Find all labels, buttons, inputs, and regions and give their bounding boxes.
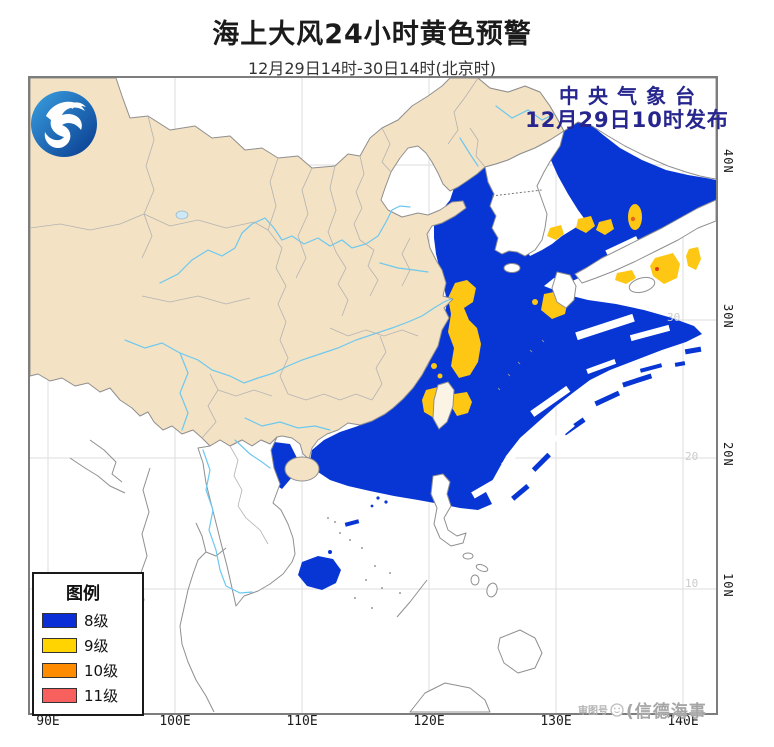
luzon-island [430,473,467,547]
taiwan-island [432,381,455,430]
rivers [124,105,555,594]
legend: 图例 8级 9级 10级 11级 [32,572,144,716]
header: 海上大风24小时黄色预警 12月29日14时-30日14时(北京时) [0,0,744,79]
legend-item-force8: 8级 [42,608,142,633]
watermark: 审图号 (信德海事 [578,697,707,722]
page-subtitle: 12月29日14时-30日14时(北京时) [247,59,497,78]
honshu-island [574,199,717,284]
inner-label-20: 20 [685,450,698,463]
legend-swatch-force8 [42,613,77,628]
russia-land [477,77,717,180]
legend-label-force8: 8级 [84,612,109,630]
survey-number-label: 审图号 [578,706,608,717]
legend-label-force9: 9级 [84,637,109,655]
shikoku-island [628,276,656,294]
gulf-coastline [195,522,207,553]
legend-title: 图例 [66,584,100,604]
scs-islets [327,517,401,609]
legend-item-force9: 9级 [42,633,142,658]
force11-dot [655,267,659,271]
kyushu-island [551,271,577,309]
xtick-140e: 140E [667,714,699,729]
ryukyu-islands [497,339,545,391]
province-borders [29,77,486,439]
korea-peninsula [484,130,565,257]
legend-swatch-force10 [42,663,77,678]
palawan-island [396,579,428,618]
issuer-agency: 中央气象台 [559,84,704,108]
legend-item-force11: 11级 [42,683,142,708]
legend-swatch-force11 [42,688,77,703]
ytick-20n: 20N [721,442,735,467]
qinghai-lake [175,210,189,220]
mindanao-island [497,629,543,674]
xtick-90e: 90E [36,714,60,729]
xtick-100e: 100E [159,714,191,729]
bengal-coastline [69,439,126,494]
borneo-coast [409,682,491,713]
xtick-120e: 120E [413,714,445,729]
issuer-time: 12月29日10时发布 [525,108,729,132]
legend-item-force10: 10级 [42,658,142,683]
watermark-brand: (信德海事 [626,702,707,722]
xtick-130e: 130E [540,714,572,729]
inner-label-30: 30 [667,311,680,324]
ytick-30n: 30N [721,304,735,329]
ytick-40n: 40N [721,149,735,174]
laos-border [229,445,269,545]
dmz-line [491,189,543,197]
issuer-block: 中央气象台 12月29日10时发布 [492,84,762,133]
inner-label-10: 10 [685,577,698,590]
legend-label-force10: 10级 [84,662,119,680]
hainan-island [284,456,320,482]
ytick-10n: 10N [721,573,735,598]
legend-swatch-force9 [42,638,77,653]
unwarned-sea-gaps [471,236,671,499]
smiley-icon [610,702,624,717]
legend-label-force11: 11级 [84,687,119,705]
map-canvas: 30 20 10 [29,77,717,713]
xtick-110e: 110E [286,714,318,729]
page-title: 海上大风24小时黄色预警 [212,19,532,50]
force10-dot [630,216,636,222]
jeju-island [503,263,521,273]
cma-logo-icon [26,86,102,162]
